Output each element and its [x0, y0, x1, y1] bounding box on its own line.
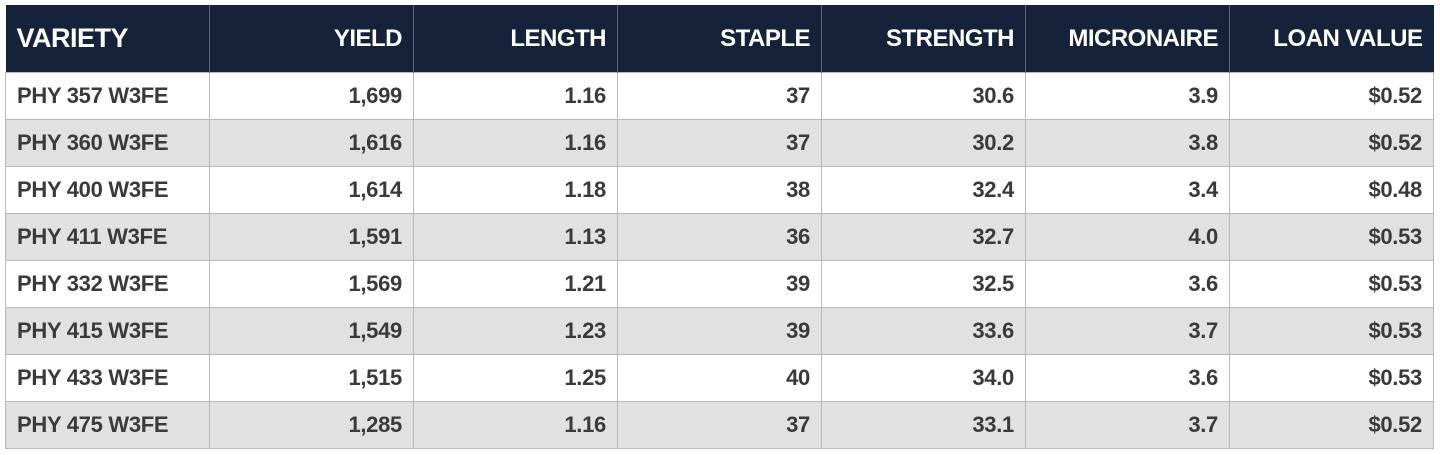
- value-cell: 4.0: [1025, 213, 1230, 261]
- value-cell: 1,285: [209, 401, 414, 449]
- value-cell: 38: [617, 166, 822, 214]
- value-cell: 1.25: [413, 354, 618, 402]
- value-cell: $0.48: [1229, 166, 1434, 214]
- value-cell: $0.53: [1229, 213, 1434, 261]
- value-cell: 37: [617, 72, 822, 120]
- value-cell: 33.6: [821, 307, 1026, 355]
- data-table: VARIETY YIELD LENGTH STAPLE STRENGTH MICRONAI…: [5, 5, 1434, 449]
- header-cell: LENGTH: [413, 5, 618, 73]
- value-cell: 34.0: [821, 354, 1026, 402]
- value-cell: 3.6: [1025, 260, 1230, 308]
- variety-cell: PHY 411 W3FE: [5, 213, 210, 261]
- value-cell: $0.52: [1229, 401, 1434, 449]
- value-cell: 1.23: [413, 307, 618, 355]
- value-cell: 1,549: [209, 307, 414, 355]
- table-row: PHY 433 W3FE 1,515 1.25 40 34.0 3.6 $0.53: [5, 354, 1434, 402]
- table-row: PHY 415 W3FE 1,549 1.23 39 33.6 3.7 $0.53: [5, 307, 1434, 355]
- table-body: PHY 357 W3FE 1,699 1.16 37 30.6 3.9 $0.52 PHY 3…: [5, 72, 1434, 449]
- header-cell: STRENGTH: [821, 5, 1026, 73]
- value-cell: 30.2: [821, 119, 1026, 167]
- value-cell: 37: [617, 119, 822, 167]
- variety-cell: PHY 415 W3FE: [5, 307, 210, 355]
- value-cell: 37: [617, 401, 822, 449]
- header-row: VARIETY YIELD LENGTH STAPLE STRENGTH MICRONAI…: [5, 5, 1434, 73]
- value-cell: 1.16: [413, 401, 618, 449]
- value-cell: 32.4: [821, 166, 1026, 214]
- value-cell: 1,614: [209, 166, 414, 214]
- value-cell: 3.9: [1025, 72, 1230, 120]
- value-cell: 1,699: [209, 72, 414, 120]
- table-header: VARIETY YIELD LENGTH STAPLE STRENGTH MICRONAI…: [5, 5, 1434, 73]
- variety-cell: PHY 332 W3FE: [5, 260, 210, 308]
- value-cell: $0.52: [1229, 72, 1434, 120]
- value-cell: 36: [617, 213, 822, 261]
- value-cell: 32.7: [821, 213, 1026, 261]
- value-cell: 3.8: [1025, 119, 1230, 167]
- value-cell: 1.18: [413, 166, 618, 214]
- value-cell: $0.53: [1229, 354, 1434, 402]
- value-cell: 1,616: [209, 119, 414, 167]
- table-row: PHY 475 W3FE 1,285 1.16 37 33.1 3.7 $0.52: [5, 401, 1434, 449]
- variety-cell: PHY 357 W3FE: [5, 72, 210, 120]
- value-cell: 32.5: [821, 260, 1026, 308]
- value-cell: 1,515: [209, 354, 414, 402]
- value-cell: $0.53: [1229, 307, 1434, 355]
- value-cell: 3.7: [1025, 307, 1230, 355]
- value-cell: 1.16: [413, 72, 618, 120]
- value-cell: 1.16: [413, 119, 618, 167]
- value-cell: 1,569: [209, 260, 414, 308]
- header-cell: YIELD: [209, 5, 414, 73]
- header-cell: MICRONAIRE: [1025, 5, 1230, 73]
- variety-cell: PHY 475 W3FE: [5, 401, 210, 449]
- value-cell: $0.52: [1229, 119, 1434, 167]
- value-cell: $0.53: [1229, 260, 1434, 308]
- value-cell: 39: [617, 260, 822, 308]
- header-cell: LOAN VALUE: [1229, 5, 1434, 73]
- table-row: PHY 411 W3FE 1,591 1.13 36 32.7 4.0 $0.53: [5, 213, 1434, 261]
- value-cell: 1.13: [413, 213, 618, 261]
- variety-cell: PHY 400 W3FE: [5, 166, 210, 214]
- value-cell: 3.4: [1025, 166, 1230, 214]
- value-cell: 33.1: [821, 401, 1026, 449]
- table-row: PHY 332 W3FE 1,569 1.21 39 32.5 3.6 $0.53: [5, 260, 1434, 308]
- value-cell: 3.7: [1025, 401, 1230, 449]
- value-cell: 39: [617, 307, 822, 355]
- value-cell: 3.6: [1025, 354, 1230, 402]
- variety-cell: PHY 433 W3FE: [5, 354, 210, 402]
- value-cell: 1,591: [209, 213, 414, 261]
- table-row: PHY 400 W3FE 1,614 1.18 38 32.4 3.4 $0.48: [5, 166, 1434, 214]
- table-row: PHY 357 W3FE 1,699 1.16 37 30.6 3.9 $0.52: [5, 72, 1434, 120]
- value-cell: 30.6: [821, 72, 1026, 120]
- variety-cell: PHY 360 W3FE: [5, 119, 210, 167]
- table-row: PHY 360 W3FE 1,616 1.16 37 30.2 3.8 $0.52: [5, 119, 1434, 167]
- header-cell: VARIETY: [5, 5, 210, 73]
- value-cell: 1.21: [413, 260, 618, 308]
- value-cell: 40: [617, 354, 822, 402]
- header-cell: STAPLE: [617, 5, 822, 73]
